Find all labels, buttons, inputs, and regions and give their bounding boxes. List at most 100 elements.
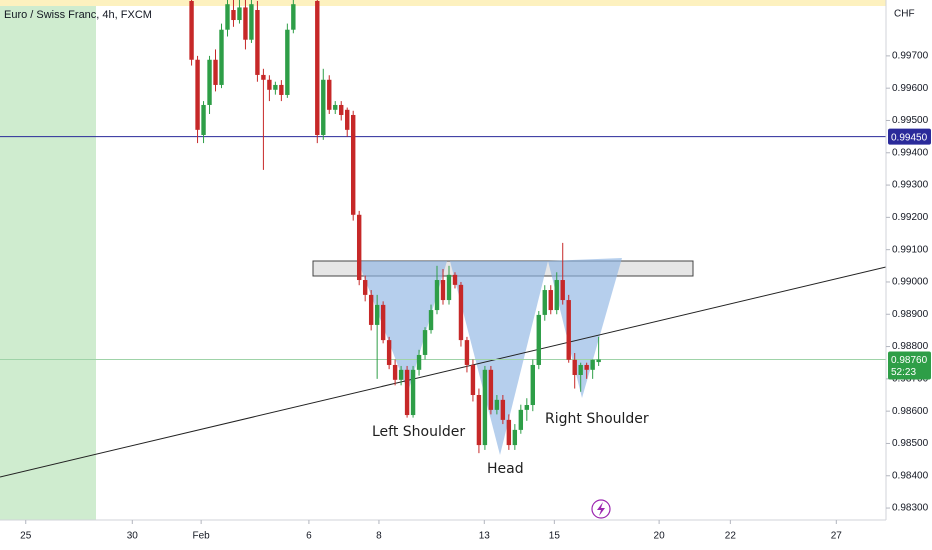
x-tick-label: 27 xyxy=(831,531,843,542)
candle-body xyxy=(207,59,212,105)
last-price-label: 0.98760 xyxy=(891,355,928,366)
candle-body xyxy=(195,59,200,130)
lightning-icon[interactable] xyxy=(591,499,611,519)
candle-body xyxy=(249,4,254,40)
plot-area xyxy=(0,0,886,478)
level-label-box xyxy=(888,128,931,145)
candle-body xyxy=(291,4,296,30)
candle-body xyxy=(345,109,350,130)
annotation: Left Shoulder xyxy=(372,424,465,440)
head-shape xyxy=(450,261,548,455)
annotation: Head xyxy=(487,461,524,477)
candle-body xyxy=(530,364,535,406)
y-tick-label: 0.98900 xyxy=(892,309,929,320)
trend-line xyxy=(0,266,886,478)
candle-body xyxy=(476,395,482,446)
y-tick-label: 0.99000 xyxy=(892,277,929,288)
candle-body xyxy=(452,274,458,285)
x-tick-label: 8 xyxy=(376,531,382,542)
x-tick-label: 6 xyxy=(306,531,312,542)
candle-body xyxy=(321,79,326,136)
candle-body xyxy=(255,10,260,75)
candle-body xyxy=(488,369,494,410)
y-tick-label: 0.99200 xyxy=(892,212,929,223)
candle-body xyxy=(524,405,530,410)
candle-body xyxy=(410,369,416,416)
candle-body xyxy=(590,359,595,370)
candle-body xyxy=(213,59,218,85)
candle-body xyxy=(189,0,194,60)
candle-body xyxy=(237,7,242,21)
candle-body xyxy=(243,7,248,40)
left-shoulder-shape xyxy=(358,261,447,392)
last-price-box xyxy=(888,351,931,380)
session-shade xyxy=(0,0,96,520)
chart-title: Euro / Swiss Franc, 4h, FXCM xyxy=(4,9,152,21)
candle-body xyxy=(422,330,428,355)
y-tick-label: 0.98300 xyxy=(892,503,929,514)
y-tick-label: 0.99500 xyxy=(892,115,929,126)
x-tick-label: 30 xyxy=(127,531,139,542)
candle-body xyxy=(434,280,440,311)
candle-body xyxy=(416,354,422,370)
candle-body xyxy=(279,84,284,95)
candle-body xyxy=(231,10,236,21)
y-tick-label: 0.98600 xyxy=(892,406,929,417)
y-tick-label: 0.98800 xyxy=(892,341,929,352)
y-tick-label: 0.99600 xyxy=(892,83,929,94)
candle-body xyxy=(554,280,559,311)
candle-body xyxy=(536,314,541,365)
candle-body xyxy=(440,280,446,301)
candle-body xyxy=(285,29,290,95)
y-tick-label: 0.99300 xyxy=(892,180,929,191)
y-tick-label: 0.98500 xyxy=(892,438,929,449)
x-tick-label: 22 xyxy=(725,531,737,542)
candle-body xyxy=(458,284,464,341)
candle-body xyxy=(494,399,500,410)
currency-label: CHF xyxy=(894,9,915,20)
candle-body xyxy=(392,364,398,380)
candle-body xyxy=(548,290,553,311)
candle-body xyxy=(225,4,230,30)
x-tick-label: Feb xyxy=(193,531,211,542)
candle-body xyxy=(380,304,386,341)
candle-body xyxy=(446,274,452,301)
candle-body xyxy=(596,359,601,363)
candle-body xyxy=(219,29,224,85)
right-shoulder-shape xyxy=(548,258,622,398)
countdown-label: 52:23 xyxy=(891,367,916,378)
candle-body xyxy=(584,364,589,370)
candle-body xyxy=(398,369,404,380)
y-tick-label: 0.98400 xyxy=(892,470,929,481)
candle-body xyxy=(464,340,470,365)
candle-body xyxy=(482,369,488,446)
candle-body xyxy=(560,280,565,301)
candle-body xyxy=(566,300,571,360)
candle-body xyxy=(273,84,278,90)
x-tick-label: 15 xyxy=(549,531,561,542)
candle-body xyxy=(351,114,356,215)
y-tick-label: 0.99700 xyxy=(892,51,929,62)
x-tick-label: 13 xyxy=(479,531,491,542)
y-tick-label: 0.99400 xyxy=(892,147,929,158)
candle-body xyxy=(404,369,410,416)
candle-body xyxy=(428,310,434,331)
y-tick-label: 0.99100 xyxy=(892,244,929,255)
candle-body xyxy=(542,290,547,315)
candle-body xyxy=(470,364,476,396)
x-tick-label: 25 xyxy=(20,531,32,542)
candle-body xyxy=(578,364,583,375)
candle-body xyxy=(267,79,272,90)
candle-body xyxy=(518,409,524,430)
candle-body xyxy=(386,340,392,365)
candle-body xyxy=(506,419,512,446)
candle-body xyxy=(512,429,518,446)
candle-body xyxy=(374,304,380,325)
candle-body xyxy=(362,280,368,295)
top-band xyxy=(0,0,886,6)
candle-body xyxy=(201,104,206,136)
candle-body xyxy=(333,104,338,110)
candle-body xyxy=(356,214,362,281)
candle-body xyxy=(315,0,320,136)
